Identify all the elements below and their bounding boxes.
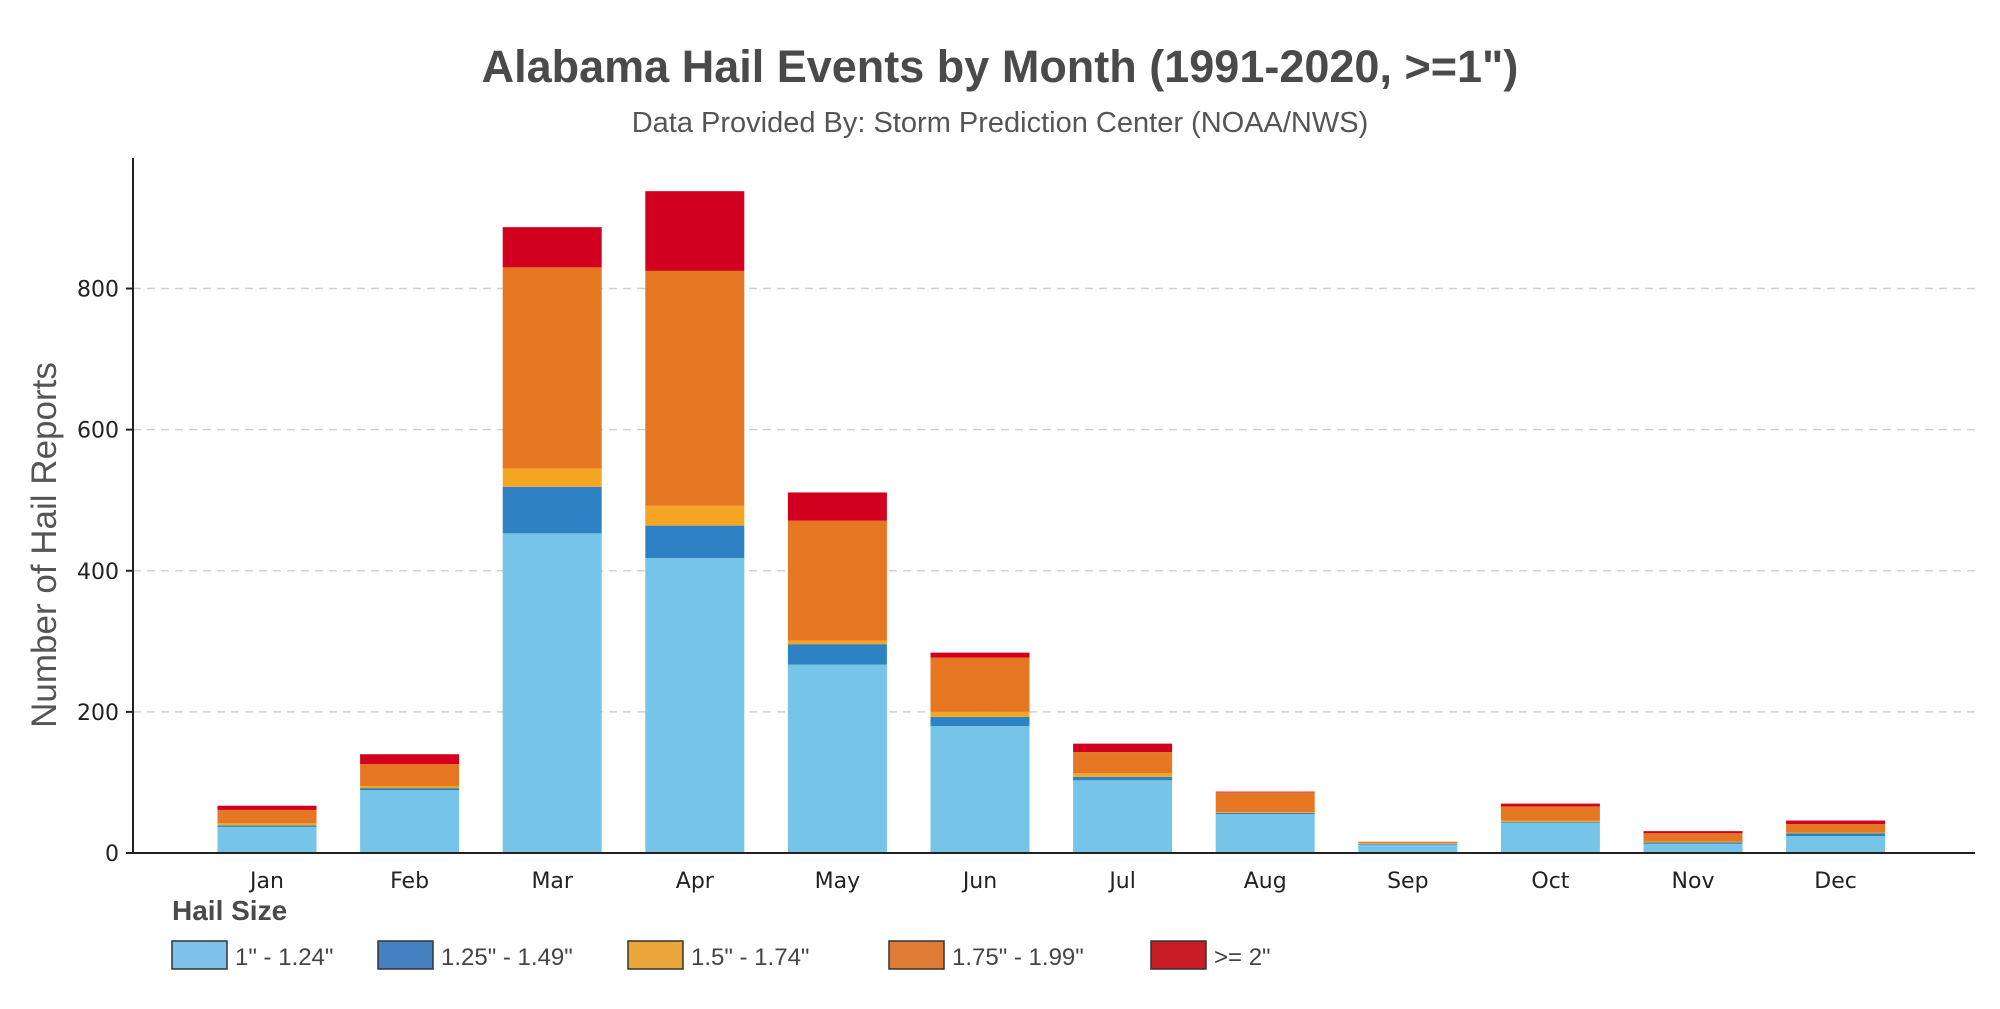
- legend-swatch-5: [1150, 940, 1207, 970]
- x-tick-label-oct: Oct: [1531, 869, 1569, 894]
- bar-segment-jul-series-4: [1073, 752, 1173, 774]
- bar-segment-feb-series-1: [360, 790, 460, 853]
- bar-segment-feb-series-4: [360, 764, 460, 786]
- x-tick-label-mar: Mar: [531, 869, 573, 894]
- legend-label-5: >= 2": [1214, 944, 1271, 971]
- bar-segment-jan-series-3: [217, 823, 317, 826]
- axes: [126, 158, 1975, 854]
- bar-segment-jul-series-1: [1073, 780, 1173, 853]
- bar-segment-jan-series-4: [217, 809, 317, 824]
- bar-segment-sep-series-3: [1358, 843, 1458, 844]
- y-tick-label: 800: [77, 278, 119, 303]
- x-tick-label-jan: Jan: [248, 869, 284, 894]
- y-axis-label: Number of Hail Reports: [25, 362, 64, 728]
- x-tick-label-dec: Dec: [1814, 869, 1857, 894]
- bar-segment-dec-series-2: [1786, 833, 1886, 837]
- legend-title: Hail Size: [172, 895, 287, 926]
- bar-segment-apr-series-5: [645, 191, 745, 271]
- x-tick-label-sep: Sep: [1387, 869, 1428, 894]
- legend-label-3: 1.5" - 1.74": [691, 944, 809, 971]
- bar-segment-oct-series-5: [1500, 803, 1600, 807]
- bar-segment-dec-series-3: [1786, 832, 1886, 834]
- x-tick-label-apr: Apr: [676, 869, 715, 894]
- x-tick-label-nov: Nov: [1672, 869, 1715, 894]
- bar-segment-mar-series-1: [502, 533, 602, 853]
- bar-segment-jul-series-2: [1073, 776, 1173, 781]
- bar-segment-mar-series-4: [502, 267, 602, 469]
- x-tick-label-jun: Jun: [961, 869, 997, 894]
- bar-segment-nov-series-5: [1643, 831, 1743, 834]
- bar-segment-aug-series-1: [1215, 814, 1315, 853]
- y-tick-label: 400: [77, 560, 119, 585]
- bar-segment-jan-series-5: [217, 805, 317, 810]
- bar-segment-aug-series-5: [1215, 791, 1315, 793]
- bar-segment-jun-series-5: [930, 652, 1030, 658]
- legend-swatch-2: [377, 940, 434, 970]
- bars: [217, 191, 1886, 853]
- bar-segment-oct-series-1: [1500, 822, 1600, 853]
- legend-label-1: 1" - 1.24": [235, 944, 333, 971]
- bar-segment-feb-series-2: [360, 788, 460, 791]
- bar-segment-apr-series-3: [645, 505, 745, 526]
- chart-subtitle: Data Provided By: Storm Prediction Cente…: [632, 107, 1369, 139]
- bar-segment-apr-series-4: [645, 270, 745, 506]
- bar-segment-may-series-4: [787, 520, 887, 641]
- y-tick-label: 200: [77, 701, 119, 726]
- bar-segment-nov-series-1: [1643, 843, 1743, 853]
- bar-segment-feb-series-5: [360, 754, 460, 765]
- bar-segment-apr-series-2: [645, 525, 745, 559]
- bar-segment-oct-series-3: [1500, 820, 1600, 822]
- bar-segment-jul-series-3: [1073, 773, 1173, 777]
- bar-segment-sep-series-4: [1358, 841, 1458, 844]
- bar-segment-dec-series-5: [1786, 820, 1886, 825]
- bar-segment-jul-series-5: [1073, 743, 1173, 753]
- x-tick-label-feb: Feb: [390, 869, 429, 894]
- bar-segment-dec-series-4: [1786, 824, 1886, 833]
- bar-segment-may-series-5: [787, 492, 887, 521]
- legend: Hail Size 1" - 1.24" 1.25" - 1.49" 1.5" - …: [171, 895, 1271, 971]
- tick-labels: 0 200 400 600 800 Jan Feb Mar Apr May Jun Jul Aug Sep…: [77, 278, 1857, 894]
- bar-segment-sep-series-2: [1358, 843, 1458, 845]
- gridlines: [133, 287, 1975, 713]
- bar-segment-jan-series-1: [217, 826, 317, 853]
- x-tick-label-aug: Aug: [1244, 869, 1287, 894]
- legend-label-2: 1.25" - 1.49": [441, 944, 573, 971]
- x-tick-label-jul: Jul: [1107, 869, 1136, 894]
- bar-segment-jun-series-2: [930, 716, 1030, 726]
- bar-segment-jun-series-1: [930, 725, 1030, 853]
- legend-swatch-1: [171, 940, 228, 970]
- bar-segment-jan-series-2: [217, 825, 317, 827]
- bar-segment-apr-series-1: [645, 558, 745, 853]
- legend-label-4: 1.75" - 1.99": [952, 944, 1084, 971]
- bar-segment-mar-series-2: [502, 486, 602, 534]
- bar-segment-nov-series-4: [1643, 833, 1743, 842]
- bar-segment-may-series-1: [787, 664, 887, 853]
- y-tick-label: 0: [105, 842, 119, 867]
- bar-segment-may-series-3: [787, 640, 887, 645]
- bar-segment-sep-series-1: [1358, 844, 1458, 853]
- bar-segment-dec-series-1: [1786, 836, 1886, 853]
- bar-segment-jun-series-4: [930, 657, 1030, 712]
- chart-title: Alabama Hail Events by Month (1991-2020,…: [482, 41, 1519, 92]
- bar-segment-mar-series-5: [502, 227, 602, 268]
- bar-segment-may-series-2: [787, 644, 887, 665]
- bar-segment-jun-series-3: [930, 711, 1030, 717]
- bar-segment-mar-series-3: [502, 468, 602, 487]
- bar-segment-oct-series-4: [1500, 806, 1600, 821]
- bar-segment-aug-series-2: [1215, 812, 1315, 815]
- bar-segment-feb-series-3: [360, 785, 460, 789]
- bar-segment-oct-series-2: [1500, 821, 1600, 823]
- x-tick-label-may: May: [815, 869, 860, 894]
- legend-swatch-4: [888, 940, 945, 970]
- bar-segment-nov-series-2: [1643, 842, 1743, 844]
- y-tick-label: 600: [77, 419, 119, 444]
- bar-segment-aug-series-3: [1215, 812, 1315, 813]
- bar-segment-aug-series-4: [1215, 792, 1315, 813]
- bar-segment-nov-series-3: [1643, 841, 1743, 843]
- legend-swatch-3: [627, 940, 684, 970]
